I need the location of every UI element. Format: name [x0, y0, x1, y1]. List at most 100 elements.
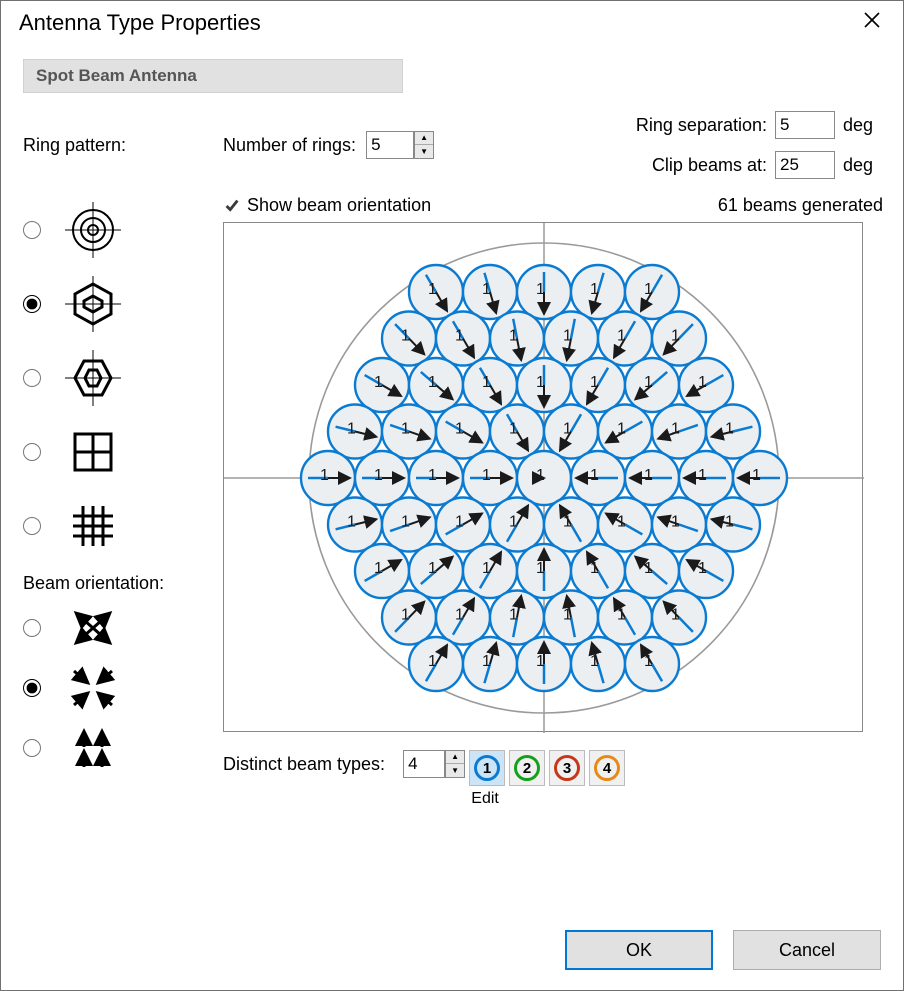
svg-text:1: 1	[617, 421, 626, 438]
svg-text:1: 1	[428, 374, 437, 391]
distinct-down[interactable]: ▼	[446, 764, 464, 777]
svg-text:1: 1	[590, 560, 599, 577]
svg-text:1: 1	[536, 281, 545, 298]
right-column: Show beam orientation 61 beams generated…	[223, 193, 883, 808]
svg-text:1: 1	[347, 421, 356, 438]
svg-text:1: 1	[671, 421, 680, 438]
svg-text:1: 1	[320, 467, 329, 484]
num-rings-spinner[interactable]: ▲ ▼	[414, 131, 434, 159]
svg-text:1: 1	[374, 374, 383, 391]
distinct-label: Distinct beam types:	[223, 750, 385, 775]
ring-pattern-icon-concentric	[65, 202, 121, 258]
svg-text:1: 1	[482, 374, 491, 391]
svg-text:1: 1	[401, 328, 410, 345]
ring-pattern-grid-3x3[interactable]	[23, 489, 223, 563]
svg-text:1: 1	[536, 467, 545, 484]
ring-pattern-radio-concentric[interactable]	[23, 221, 41, 239]
distinct-input[interactable]	[403, 750, 445, 778]
ring-pattern-radio-hex-flat[interactable]	[23, 295, 41, 313]
svg-text:1: 1	[752, 467, 761, 484]
ring-pattern-grid-2x2[interactable]	[23, 415, 223, 489]
svg-text:1: 1	[509, 328, 518, 345]
distinct-up[interactable]: ▲	[446, 751, 464, 764]
beam-type-2-button[interactable]: 2	[509, 750, 545, 786]
svg-text:1: 1	[509, 607, 518, 624]
ring-sep-unit: deg	[843, 115, 883, 136]
svg-text:1: 1	[671, 328, 680, 345]
beams-generated-text: 61 beams generated	[718, 195, 883, 216]
window-title: Antenna Type Properties	[19, 10, 261, 36]
ring-pattern-hex-point[interactable]	[23, 341, 223, 415]
orientation-up[interactable]	[23, 718, 223, 778]
svg-text:1: 1	[671, 514, 680, 531]
beam-type-1-button[interactable]: 1	[469, 750, 505, 786]
svg-text:1: 1	[482, 281, 491, 298]
top-params-row: Ring pattern: Number of rings: ▲ ▼ Ring …	[23, 111, 883, 179]
num-rings-down[interactable]: ▼	[415, 145, 433, 158]
orientation-icon-up	[65, 720, 121, 776]
svg-text:1: 1	[563, 421, 572, 438]
close-icon[interactable]	[855, 9, 889, 37]
svg-text:1: 1	[644, 281, 653, 298]
svg-text:1: 1	[428, 467, 437, 484]
num-rings-up[interactable]: ▲	[415, 132, 433, 145]
beam-orientation-label: Beam orientation:	[23, 573, 223, 594]
svg-text:1: 1	[428, 653, 437, 670]
ring-pattern-radio-hex-point[interactable]	[23, 369, 41, 387]
svg-text:1: 1	[455, 514, 464, 531]
svg-text:1: 1	[590, 653, 599, 670]
ring-sep-input[interactable]	[775, 111, 835, 139]
ok-button[interactable]: OK	[565, 930, 713, 970]
svg-text:1: 1	[590, 374, 599, 391]
edit-label: Edit	[471, 790, 499, 808]
tab-spot-beam[interactable]: Spot Beam Antenna	[23, 59, 403, 93]
orientation-icon-outward	[65, 600, 121, 656]
svg-text:1: 1	[455, 328, 464, 345]
cancel-button[interactable]: Cancel	[733, 930, 881, 970]
svg-text:1: 1	[563, 607, 572, 624]
svg-text:1: 1	[374, 467, 383, 484]
checkbox-row: Show beam orientation 61 beams generated	[223, 195, 883, 216]
clip-at-input[interactable]	[775, 151, 835, 179]
ring-pattern-icon-grid-2x2	[65, 424, 121, 480]
orientation-radio-up[interactable]	[23, 739, 41, 757]
ring-pattern-radio-grid-3x3[interactable]	[23, 517, 41, 535]
svg-text:1: 1	[536, 653, 545, 670]
ring-pattern-radio-grid-2x2[interactable]	[23, 443, 41, 461]
ring-pattern-icon-hex-flat	[65, 276, 121, 332]
svg-text:1: 1	[374, 560, 383, 577]
content: Spot Beam Antenna Ring pattern: Number o…	[1, 43, 903, 828]
beam-type-3-button[interactable]: 3	[549, 750, 585, 786]
svg-text:1: 1	[725, 421, 734, 438]
orientation-radio-outward[interactable]	[23, 619, 41, 637]
svg-text:1: 1	[482, 653, 491, 670]
svg-text:1: 1	[482, 560, 491, 577]
svg-text:1: 1	[536, 560, 545, 577]
ring-pattern-hex-flat[interactable]	[23, 267, 223, 341]
svg-text:1: 1	[509, 514, 518, 531]
svg-text:1: 1	[509, 421, 518, 438]
distinct-spinner[interactable]: ▲ ▼	[445, 750, 465, 778]
beam-type-4-button[interactable]: 4	[589, 750, 625, 786]
num-rings-input[interactable]	[366, 131, 414, 159]
orientation-radio-inward[interactable]	[23, 679, 41, 697]
svg-text:1: 1	[590, 467, 599, 484]
left-column: Beam orientation:	[23, 193, 223, 808]
num-rings-label: Number of rings:	[223, 135, 356, 156]
footer: OK Cancel	[565, 930, 881, 970]
svg-text:1: 1	[698, 560, 707, 577]
right-params: Ring separation: deg Clip beams at: deg	[636, 111, 883, 179]
svg-text:1: 1	[671, 607, 680, 624]
orientation-outward[interactable]	[23, 598, 223, 658]
svg-text:1: 1	[482, 467, 491, 484]
show-orientation-checkbox[interactable]	[223, 197, 241, 215]
tabstrip: Spot Beam Antenna	[23, 59, 883, 93]
titlebar: Antenna Type Properties	[1, 1, 903, 43]
ring-pattern-concentric[interactable]	[23, 193, 223, 267]
svg-text:1: 1	[563, 328, 572, 345]
svg-text:1: 1	[455, 607, 464, 624]
beam-diagram: 1 1 1 1 1 1 1 1 1 1 1 1 1 1 1 1 1 1 1 1 1 1 1 1 1 1 1 1 1 1 1 1 1 1 1 1 1 1 1 1…	[223, 222, 863, 732]
orientation-inward[interactable]	[23, 658, 223, 718]
svg-text:1: 1	[563, 514, 572, 531]
svg-text:1: 1	[617, 328, 626, 345]
